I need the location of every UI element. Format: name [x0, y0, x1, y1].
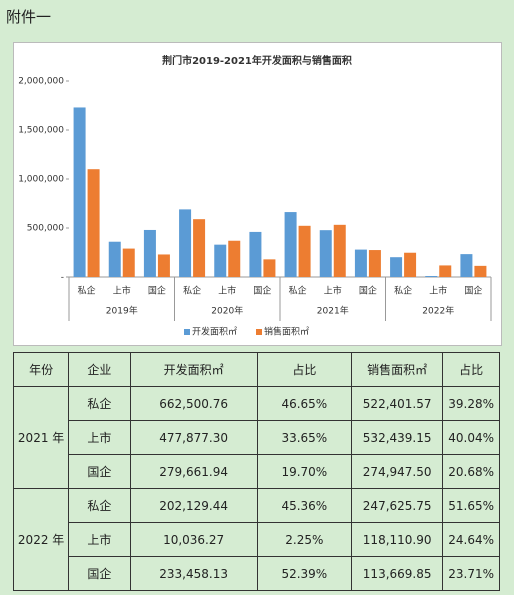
table-cell: 私企	[68, 488, 131, 523]
bar	[354, 249, 367, 277]
bar	[87, 169, 100, 277]
bar	[404, 252, 417, 277]
table-cell: 国企	[68, 454, 131, 489]
table-cell: 上市	[68, 522, 131, 557]
bar	[368, 250, 381, 277]
x-tick-label: 上市	[113, 285, 131, 297]
bar	[143, 229, 156, 277]
table-cell: 274,947.50	[351, 454, 444, 489]
table-cell: 46.65%	[256, 386, 353, 421]
table-cell: 20.68%	[442, 454, 500, 489]
table-cell: 45.36%	[256, 488, 353, 523]
y-tick-label: 500,000	[27, 224, 64, 234]
bar	[439, 265, 452, 277]
table-cell: 2.25%	[256, 522, 353, 557]
table-cell: 私企	[68, 386, 131, 421]
table-cell: 39.28%	[442, 386, 500, 421]
table-cell: 662,500.76	[129, 386, 258, 421]
bar	[298, 225, 311, 277]
table-row: 国企 233,458.13 52.39% 113,669.85 23.71%	[14, 556, 500, 591]
table-cell: 532,439.15	[351, 420, 444, 455]
table-cell: 52.39%	[256, 556, 353, 591]
bar	[228, 240, 241, 277]
table-cell: 477,877.30	[129, 420, 258, 455]
table-cell: 销售面积㎡	[351, 352, 444, 387]
chart: 荆门市2019-2021年开发面积与销售面积 - 500,000 1,000,000…	[13, 42, 502, 346]
bar	[193, 219, 206, 277]
x-tick-label: 上市	[324, 285, 342, 297]
x-tick-label: 国企	[464, 285, 482, 297]
bar	[122, 248, 135, 277]
table-cell: 118,110.90	[351, 522, 444, 557]
data-table: 年份 企业 开发面积㎡ 占比 销售面积㎡ 占比 2021 年私企 662,500.76 46.6…	[12, 352, 500, 591]
table-cell: 202,129.44	[129, 488, 258, 523]
legend-label: 销售面积㎡	[264, 326, 309, 338]
bar	[249, 231, 262, 277]
bar	[474, 265, 487, 277]
table-cell: 23.71%	[442, 556, 500, 591]
table-cell: 113,669.85	[351, 556, 444, 591]
legend-swatch	[184, 329, 190, 335]
table-cell: 233,458.13	[129, 556, 258, 591]
table-cell: 522,401.57	[351, 386, 444, 421]
group-label: 2019年	[106, 305, 138, 317]
legend-label: 开发面积㎡	[192, 326, 237, 338]
x-tick-label: 上市	[429, 285, 447, 297]
table-cell: 国企	[68, 556, 131, 591]
chart-title: 荆门市2019-2021年开发面积与销售面积	[162, 54, 352, 67]
bar	[390, 257, 403, 277]
table-cell: 24.64%	[442, 522, 500, 557]
table-cell: 33.65%	[256, 420, 353, 455]
x-tick-label: 私企	[78, 285, 96, 297]
page-title: 附件一	[6, 8, 52, 26]
group-label: 2022年	[422, 305, 454, 317]
bar	[157, 254, 170, 277]
y-tick-label: 1,000,000	[18, 175, 64, 185]
table-cell: 开发面积㎡	[129, 352, 258, 387]
table-row: 国企 279,661.94 19.70% 274,947.50 20.68%	[14, 454, 500, 489]
table-cell: 2021 年	[12, 386, 70, 489]
table-row: 年份 企业 开发面积㎡ 占比 销售面积㎡ 占比	[12, 352, 500, 387]
table-cell: 19.70%	[256, 454, 353, 489]
table-cell: 占比	[256, 352, 353, 387]
table-row: 上市 10,036.27 2.25% 118,110.90 24.64%	[14, 522, 500, 557]
group-label: 2020年	[211, 305, 243, 317]
bar	[108, 241, 121, 277]
table-row: 2022 年私企 202,129.44 45.36% 247,625.75 51.65%	[12, 488, 500, 591]
table-cell: 年份	[12, 352, 70, 387]
y-tick-label: -	[61, 273, 64, 283]
x-tick-label: 国企	[148, 285, 166, 297]
bar	[460, 254, 473, 277]
table-cell: 企业	[68, 352, 131, 387]
table-row: 上市 477,877.30 33.65% 532,439.15 40.04%	[14, 420, 500, 455]
x-tick-label: 国企	[253, 285, 271, 297]
bar	[179, 209, 192, 277]
bar	[319, 230, 332, 277]
bar	[73, 107, 86, 278]
table-cell: 2022 年	[12, 488, 70, 591]
bar	[214, 244, 227, 277]
bar	[284, 212, 297, 277]
x-tick-label: 上市	[218, 285, 236, 297]
x-tick-label: 私企	[289, 285, 307, 297]
table-cell: 247,625.75	[351, 488, 444, 523]
bar	[425, 276, 438, 277]
x-tick-label: 国企	[359, 285, 377, 297]
y-tick-label: 2,000,000	[18, 77, 64, 87]
y-tick-label: 1,500,000	[18, 126, 64, 136]
group-label: 2021年	[317, 305, 349, 317]
x-tick-label: 私企	[394, 285, 412, 297]
bar	[333, 224, 346, 277]
table-cell: 51.65%	[442, 488, 500, 523]
table-cell: 40.04%	[442, 420, 500, 455]
table-cell: 占比	[442, 352, 500, 387]
x-tick-label: 私企	[183, 285, 201, 297]
legend-swatch	[256, 329, 262, 335]
bar	[263, 259, 276, 277]
table-cell: 279,661.94	[129, 454, 258, 489]
table-cell: 上市	[68, 420, 131, 455]
table-cell: 10,036.27	[129, 522, 258, 557]
table-row: 2021 年私企 662,500.76 46.65% 522,401.57 39.28%	[12, 386, 500, 489]
